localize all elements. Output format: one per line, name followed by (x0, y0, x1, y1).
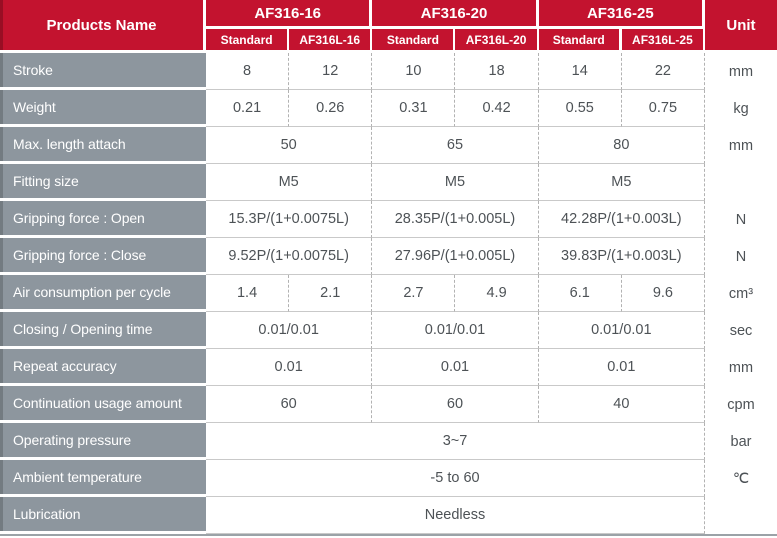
value-cell: 0.01 (538, 349, 705, 386)
row-label: Ambient temperature (0, 460, 206, 497)
value-cell: 6.1 (538, 275, 622, 312)
value-cell: 9.6 (621, 275, 705, 312)
table-row-operating-pressure: Operating pressure 3~7 bar (0, 423, 777, 460)
row-label: Closing / Opening time (0, 312, 206, 349)
subheader-standard-20: Standard (372, 29, 456, 50)
unit-cell: mm (728, 63, 754, 80)
value-cell: 50 (206, 127, 373, 164)
value-cell: 0.75 (621, 90, 705, 127)
value-cell: Needless (206, 497, 705, 534)
value-cell: 22 (621, 53, 705, 90)
value-cell: 18 (455, 53, 539, 90)
value-cell: 12 (289, 53, 373, 90)
unit-cell: cpm (727, 396, 755, 413)
value-cell: 0.01 (372, 349, 539, 386)
unit-cell: kg (733, 100, 749, 117)
value-cell: 14 (538, 53, 622, 90)
value-cell: 1.4 (206, 275, 290, 312)
table-row-gripping-force-close: Gripping force : Close 9.52P/(1+0.0075L)… (0, 238, 777, 275)
value-cell: 0.26 (289, 90, 373, 127)
unit-cell: mm (728, 359, 754, 376)
unit-cell: mm (728, 137, 754, 154)
value-cell: M5 (372, 164, 539, 201)
value-cell: 39.83P/(1+0.003L) (538, 238, 705, 275)
table-row-ambient-temperature: Ambient temperature -5 to 60 ℃ (0, 460, 777, 497)
value-cell: 65 (372, 127, 539, 164)
value-cell: 0.21 (206, 90, 290, 127)
row-label: Max. length attach (0, 127, 206, 164)
value-cell: 60 (372, 386, 539, 423)
value-cell: 2.7 (372, 275, 456, 312)
unit-cell: bar (730, 433, 752, 450)
subheader-standard-16: Standard (206, 29, 290, 50)
table-row-repeat-accuracy: Repeat accuracy 0.01 0.01 0.01 mm (0, 349, 777, 386)
unit-cell: N (735, 248, 747, 265)
unit-cell: sec (729, 322, 753, 339)
unit-cell: N (735, 211, 747, 228)
table-row-fitting-size: Fitting size M5 M5 M5 (0, 164, 777, 201)
table-header: Products Name AF316-16 AF316-20 AF316-25… (0, 0, 777, 50)
table-row-closing-opening-time: Closing / Opening time 0.01/0.01 0.01/0.… (0, 312, 777, 349)
value-cell: M5 (538, 164, 705, 201)
value-cell: 4.9 (455, 275, 539, 312)
value-cell: 80 (538, 127, 705, 164)
subheader-af316l-20: AF316L-20 (455, 29, 539, 50)
table-row-air-consumption: Air consumption per cycle 1.4 2.1 2.7 4.… (0, 275, 777, 312)
value-cell: 0.42 (455, 90, 539, 127)
unit-cell: cm³ (728, 285, 754, 302)
value-cell: 10 (372, 53, 456, 90)
value-cell: 9.52P/(1+0.0075L) (206, 238, 373, 275)
value-cell: 27.96P/(1+0.005L) (372, 238, 539, 275)
unit-cell (705, 164, 777, 201)
subheader-standard-25: Standard (538, 29, 622, 50)
value-cell: 0.31 (372, 90, 456, 127)
value-cell: 0.01 (206, 349, 373, 386)
value-cell: -5 to 60 (206, 460, 705, 497)
table-row-continuation-usage: Continuation usage amount 60 60 40 cpm (0, 386, 777, 423)
column-group-af316-25: AF316-25 (538, 0, 705, 26)
value-cell: M5 (206, 164, 373, 201)
table-row-gripping-force-open: Gripping force : Open 15.3P/(1+0.0075L) … (0, 201, 777, 238)
value-cell: 0.01/0.01 (372, 312, 539, 349)
value-cell: 15.3P/(1+0.0075L) (206, 201, 373, 238)
products-name-header: Products Name (0, 0, 206, 50)
value-cell: 8 (206, 53, 290, 90)
row-label: Gripping force : Open (0, 201, 206, 238)
value-cell: 40 (538, 386, 705, 423)
unit-cell (705, 497, 777, 534)
unit-cell: ℃ (732, 470, 750, 487)
row-label: Gripping force : Close (0, 238, 206, 275)
value-cell: 0.01/0.01 (538, 312, 705, 349)
value-cell: 60 (206, 386, 373, 423)
value-cell: 0.01/0.01 (206, 312, 373, 349)
value-cell: 3~7 (206, 423, 705, 460)
column-group-af316-16: AF316-16 (206, 0, 373, 26)
unit-column-header: Unit (704, 0, 777, 50)
subheader-af316l-25: AF316L-25 (621, 29, 705, 50)
value-cell: 2.1 (289, 275, 373, 312)
table-row-weight: Weight 0.21 0.26 0.31 0.42 0.55 0.75 kg (0, 90, 777, 127)
row-label: Weight (0, 90, 206, 127)
table-row-stroke: Stroke 8 12 10 18 14 22 mm (0, 53, 777, 90)
subheader-af316l-16: AF316L-16 (289, 29, 373, 50)
row-label: Air consumption per cycle (0, 275, 206, 312)
row-label: Stroke (0, 53, 206, 90)
table-row-lubrication: Lubrication Needless (0, 497, 777, 534)
row-label: Repeat accuracy (0, 349, 206, 386)
row-label: Operating pressure (0, 423, 206, 460)
value-cell: 0.55 (538, 90, 622, 127)
row-label: Fitting size (0, 164, 206, 201)
column-group-af316-20: AF316-20 (372, 0, 539, 26)
row-label: Lubrication (0, 497, 206, 534)
value-cell: 42.28P/(1+0.003L) (538, 201, 705, 238)
row-label: Continuation usage amount (0, 386, 206, 423)
value-cell: 28.35P/(1+0.005L) (372, 201, 539, 238)
table-row-max-length-attach: Max. length attach 50 65 80 mm (0, 127, 777, 164)
